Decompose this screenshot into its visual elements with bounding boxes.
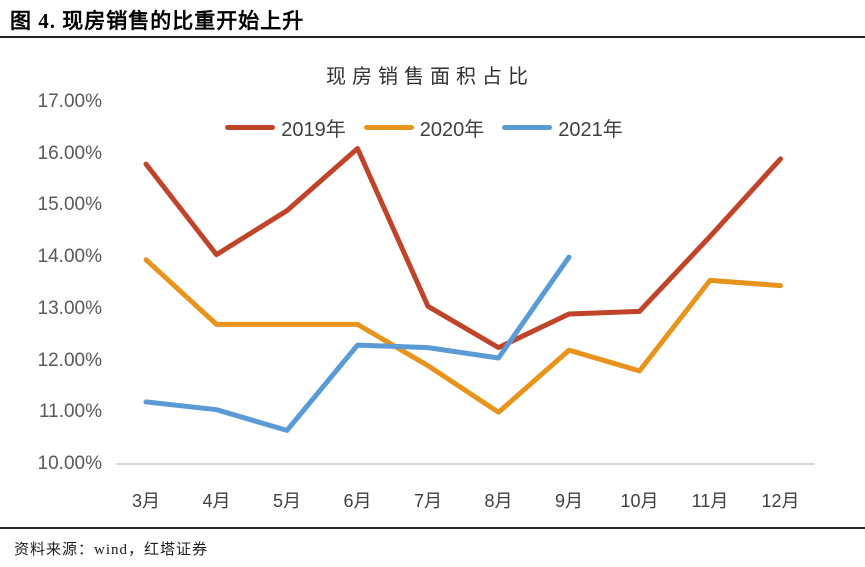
legend-item-2021: 2021年 [502,113,623,142]
y-axis-tick-label: 15.00% [37,194,102,216]
y-axis-tick-label: 16.00% [37,142,102,164]
legend-label: 2021年 [558,119,623,141]
y-axis-tick-label: 17.00% [37,91,102,112]
footer-divider [0,527,865,529]
source-text: 资料来源：wind，红塔证券 [14,542,209,558]
x-axis-tick-label: 3月 [131,491,160,511]
legend-label: 2019年 [281,119,346,141]
y-axis-tick-label: 12.00% [37,349,102,371]
x-axis-tick-label: 10月 [620,491,659,511]
legend-item-2020: 2020年 [363,113,485,142]
chart-legend: 2019年 2020年 2021年 [0,113,848,142]
x-axis-tick-label: 12月 [761,491,800,511]
y-axis-tick-label: 13.00% [37,297,102,319]
series-line-2019 [143,146,783,351]
legend-swatch-0 [225,125,276,130]
legend-item-2019: 2019年 [225,113,346,142]
x-axis-tick-label: 9月 [554,491,583,511]
chart-title: 现房销售面积占比 [326,66,534,88]
x-axis-tick-label: 5月 [272,491,301,511]
figure-title: 图 4. 现房销售的比重开始上升 [10,9,305,33]
series-line-2020 [143,257,783,415]
x-axis-tick-label: 4月 [202,491,231,511]
x-axis-tick-label: 7月 [413,491,442,511]
x-axis-tick-label: 11月 [691,491,729,511]
legend-swatch-2 [502,125,553,130]
legend-swatch-1 [363,125,414,130]
y-axis-tick-label: 11.00% [38,401,102,423]
y-axis-tick-label: 14.00% [37,246,102,268]
x-axis-tick-label: 8月 [484,491,513,511]
legend-label: 2020年 [419,119,485,141]
x-axis-tick-label: 6月 [343,491,372,511]
header-divider [0,36,865,38]
y-axis-tick-label: 10.00% [37,453,102,474]
series-line-2021 [143,254,572,433]
